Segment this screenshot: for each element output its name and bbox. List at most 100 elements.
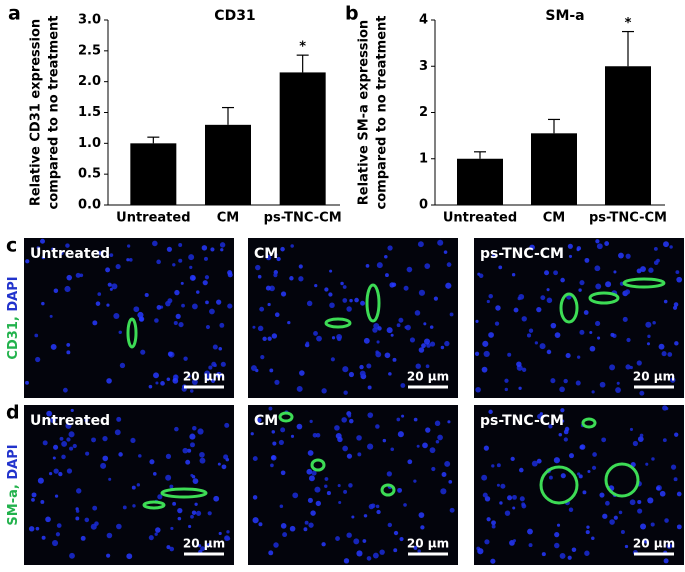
nucleus xyxy=(213,495,220,502)
nucleus xyxy=(375,504,380,509)
nucleus xyxy=(324,287,329,292)
y-tick-label: 1.0 xyxy=(78,136,101,151)
nucleus xyxy=(396,417,401,422)
nucleus xyxy=(529,244,535,251)
nucleus xyxy=(578,474,583,479)
nucleus xyxy=(118,330,122,335)
nucleus xyxy=(102,455,109,462)
x-tick-label: CM xyxy=(543,211,565,226)
micrograph-title: Untreated xyxy=(30,246,110,262)
nucleus xyxy=(354,297,359,303)
nucleus xyxy=(80,535,86,541)
nucleus xyxy=(579,280,585,286)
vessel xyxy=(365,283,381,323)
nucleus xyxy=(223,454,229,460)
nucleus xyxy=(271,430,276,434)
nucleus xyxy=(575,380,581,386)
nucleus xyxy=(591,465,597,470)
nucleus xyxy=(624,289,631,295)
nucleus xyxy=(190,442,195,448)
scale-bar-label: 20 μm xyxy=(183,370,225,384)
y-tick-label: 1.5 xyxy=(78,105,101,120)
nucleus xyxy=(553,457,560,464)
nucleus xyxy=(341,417,347,423)
nucleus xyxy=(308,522,314,528)
nucleus xyxy=(662,405,668,411)
nucleus xyxy=(370,503,376,509)
vessel xyxy=(559,292,579,324)
nucleus xyxy=(211,361,217,367)
nucleus xyxy=(201,245,208,251)
nucleus xyxy=(629,365,633,370)
nucleus xyxy=(306,300,313,307)
nucleus xyxy=(106,378,112,384)
nucleus xyxy=(496,483,500,487)
nucleus xyxy=(496,463,501,468)
nucleus xyxy=(405,324,411,331)
nucleus xyxy=(499,501,503,505)
significance-mark: * xyxy=(299,40,306,55)
nucleus xyxy=(172,501,177,506)
nucleus xyxy=(363,514,368,518)
nucleus xyxy=(645,462,649,466)
vessel xyxy=(160,487,208,499)
nucleus xyxy=(554,542,560,549)
nucleus xyxy=(420,525,425,530)
nucleus xyxy=(309,419,313,424)
nucleus xyxy=(85,451,90,456)
nucleus xyxy=(676,276,683,283)
nucleus xyxy=(672,305,678,310)
nucleus xyxy=(321,388,327,394)
nucleus xyxy=(174,426,179,432)
nucleus xyxy=(645,321,652,328)
nucleus xyxy=(613,270,617,274)
nucleus xyxy=(187,448,192,453)
nucleus xyxy=(418,289,426,296)
nucleus xyxy=(169,484,174,489)
nucleus xyxy=(37,477,44,484)
nucleus xyxy=(53,288,59,294)
bar xyxy=(130,143,177,205)
nucleus xyxy=(280,291,287,297)
nucleus xyxy=(375,424,380,429)
y-tick-label: 3 xyxy=(419,59,428,74)
nucleus xyxy=(558,432,563,437)
nucleus xyxy=(478,273,484,279)
nucleus xyxy=(424,263,431,269)
nucleus xyxy=(565,353,571,359)
nucleus xyxy=(267,336,272,341)
stain-separator: , xyxy=(6,312,21,321)
nucleus xyxy=(399,536,404,542)
nucleus xyxy=(518,386,522,390)
nucleus xyxy=(488,409,493,415)
nucleus xyxy=(421,343,426,349)
nucleus xyxy=(440,488,447,495)
nucleus xyxy=(321,542,326,547)
nucleus xyxy=(599,381,606,388)
nucleus xyxy=(559,386,565,393)
nucleus xyxy=(149,459,155,465)
nucleus xyxy=(356,550,363,557)
y-tick-label: 3.0 xyxy=(78,13,101,28)
nucleus xyxy=(31,497,35,502)
panel-letter: c xyxy=(6,235,17,257)
nucleus xyxy=(568,453,575,459)
nucleus xyxy=(220,361,226,367)
nucleus xyxy=(69,446,74,451)
nucleus xyxy=(664,518,669,523)
nucleus xyxy=(585,530,590,535)
nucleus xyxy=(97,251,103,256)
y-tick-label: 0.0 xyxy=(78,198,101,213)
y-axis-label: Relative SM-a expression xyxy=(357,20,372,205)
nucleus xyxy=(343,558,350,564)
micrograph-title: ps-TNC-CM xyxy=(480,246,564,262)
nucleus xyxy=(563,437,568,442)
nucleus xyxy=(656,486,661,491)
micrograph-title: CM xyxy=(254,413,278,429)
nucleus xyxy=(307,450,314,456)
nucleus xyxy=(187,374,191,378)
nucleus xyxy=(335,536,340,541)
nucleus xyxy=(560,408,565,413)
nucleus xyxy=(155,527,161,533)
